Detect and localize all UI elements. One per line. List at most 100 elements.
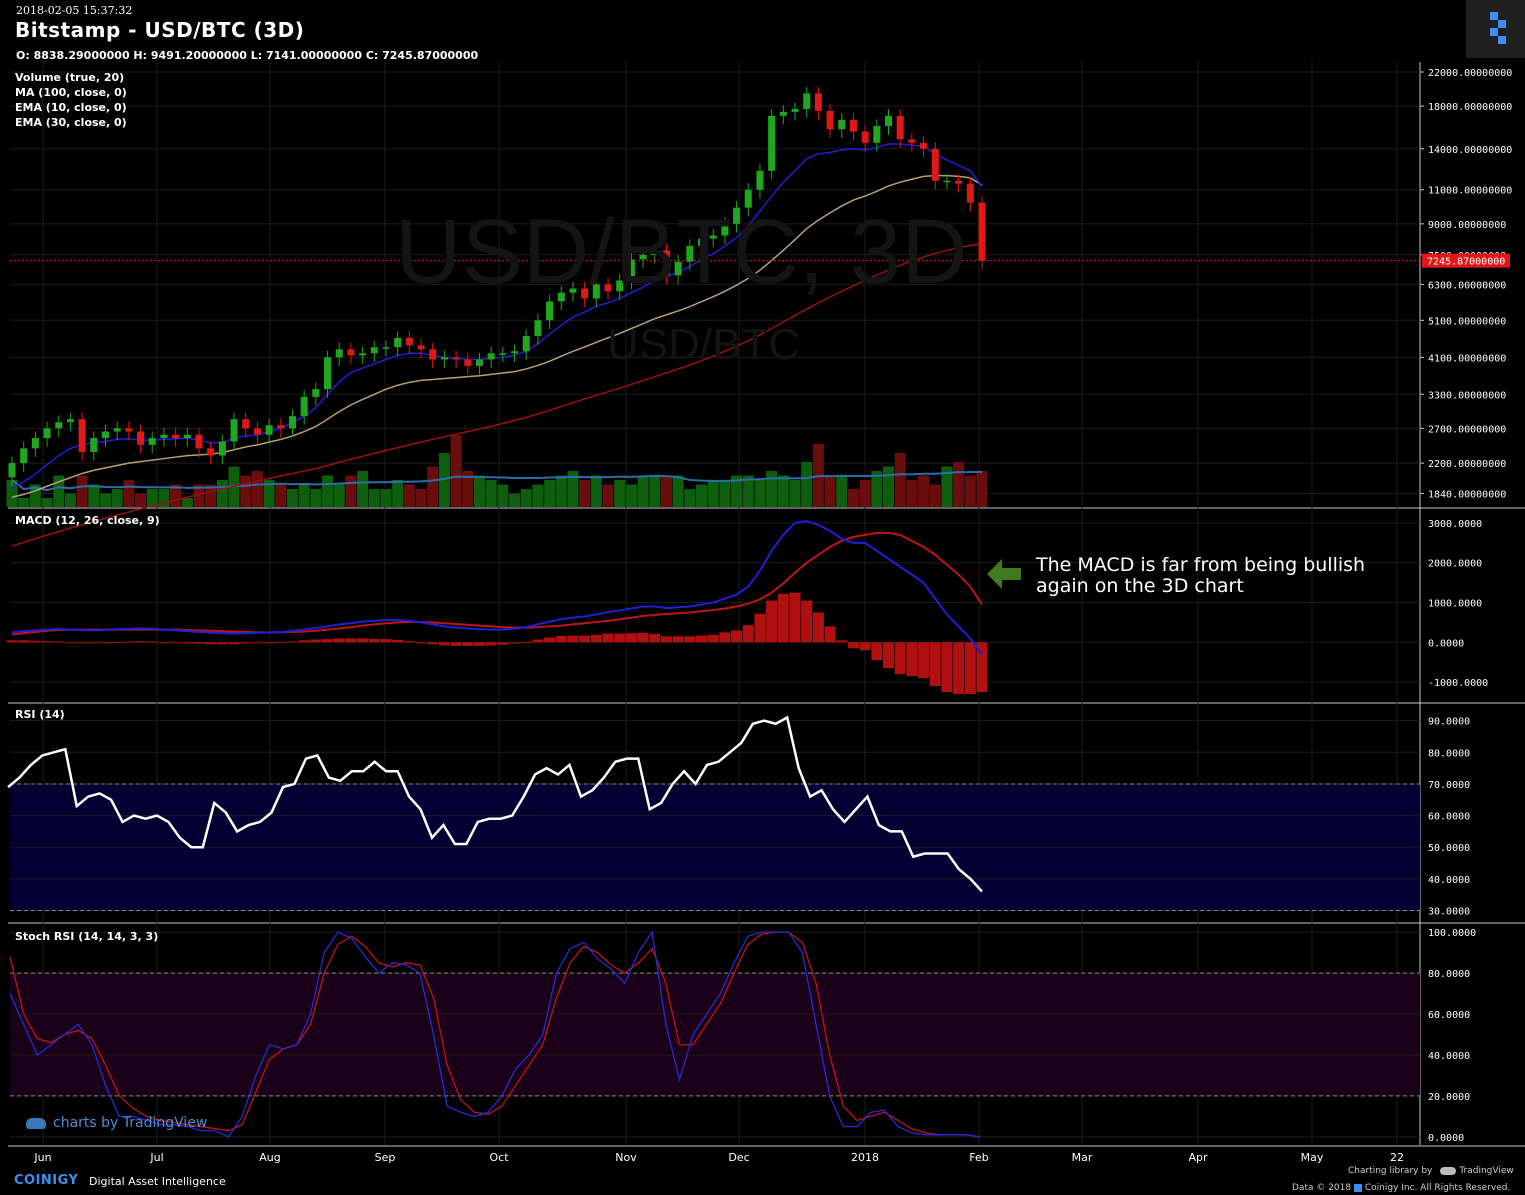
candle-body xyxy=(78,419,86,452)
macd-histogram-bar xyxy=(286,641,298,643)
macd-histogram-bar xyxy=(812,612,824,643)
candle-body xyxy=(324,357,332,390)
candle-body xyxy=(814,93,822,111)
macd-histogram-bar xyxy=(18,640,30,643)
coinigy-tagline: Digital Asset Intelligence xyxy=(89,1175,226,1188)
cloud-icon xyxy=(26,1117,46,1129)
candle-body xyxy=(113,428,121,432)
volume-bar xyxy=(649,475,661,507)
volume-bar xyxy=(333,484,345,507)
rsi-line xyxy=(7,715,983,893)
macd-histogram-bar xyxy=(731,630,743,643)
volume-bar xyxy=(322,475,334,507)
candle-body xyxy=(335,349,343,358)
macd-histogram-bar xyxy=(637,632,649,643)
candle-body xyxy=(534,320,542,337)
macd-histogram-bar xyxy=(754,613,766,643)
candle-body xyxy=(955,180,963,184)
macd-histogram-bar xyxy=(707,634,719,643)
macd-histogram-bar xyxy=(532,639,544,643)
volume-bar xyxy=(170,484,182,507)
candle-body xyxy=(101,431,109,439)
x-tick-label: Jul xyxy=(149,1151,163,1164)
macd-histogram-bar xyxy=(392,639,404,643)
y-tick-label: 1840.00000000 xyxy=(1428,489,1506,500)
macd-histogram-bar xyxy=(322,639,334,643)
candle-body xyxy=(499,353,507,355)
x-tick-label: Feb xyxy=(969,1151,988,1164)
candle-body xyxy=(160,434,168,439)
y-tick-label: 4100.00000000 xyxy=(1428,353,1506,364)
volume-bar xyxy=(29,484,41,507)
volume-bar xyxy=(918,475,930,507)
volume-bar xyxy=(976,471,988,507)
macd-histogram-bar xyxy=(275,641,287,643)
macd-histogram-bar xyxy=(520,641,532,643)
x-tick-label: Mar xyxy=(1072,1151,1093,1164)
candle-body xyxy=(861,131,869,143)
volume-bar xyxy=(801,462,813,507)
candle-body xyxy=(487,353,495,360)
candle-body xyxy=(604,284,612,292)
candle-body xyxy=(943,180,951,183)
volume-bar xyxy=(509,493,521,507)
macd-tick-label: 2000.0000 xyxy=(1428,559,1482,570)
volume-bar xyxy=(275,484,287,507)
candle-body xyxy=(90,438,98,452)
macd-histogram-bar xyxy=(29,640,41,643)
candle-body xyxy=(885,115,893,127)
candle-body xyxy=(651,250,659,255)
candle-body xyxy=(511,351,519,354)
candle-body xyxy=(768,115,776,171)
candle-body xyxy=(382,347,390,349)
macd-histogram-bar xyxy=(964,642,976,695)
volume-bar xyxy=(871,471,883,507)
volume-bar xyxy=(625,484,637,507)
candle-body xyxy=(55,422,63,429)
volume-bar xyxy=(660,475,672,507)
volume-bar xyxy=(789,480,801,507)
candle-body xyxy=(43,428,51,439)
macd-histogram-bar xyxy=(205,642,217,645)
candle-body xyxy=(195,434,203,449)
charting-library-credit: Charting library by TradingView xyxy=(1348,1166,1514,1176)
macd-histogram-bar xyxy=(719,632,731,643)
volume-bar xyxy=(205,484,217,507)
stoch-tick-label: 60.0000 xyxy=(1428,1010,1470,1021)
macd-histogram-bar xyxy=(497,642,509,645)
x-tick-label: May xyxy=(1301,1151,1324,1164)
macd-histogram-bar xyxy=(473,642,485,646)
indicator-ema10-label: EMA (10, close, 0) xyxy=(15,101,127,114)
macd-histogram-bar xyxy=(789,592,801,643)
coinigy-small-icon xyxy=(1354,1183,1362,1192)
macd-histogram-bar xyxy=(777,593,789,643)
macd-histogram-bar xyxy=(871,642,883,661)
volume-bar xyxy=(286,489,298,507)
candle-body xyxy=(920,142,928,149)
macd-histogram-bar xyxy=(941,642,953,693)
rsi-tick-label: 90.0000 xyxy=(1428,717,1470,728)
candle-body xyxy=(569,288,577,293)
volume-bar xyxy=(88,484,100,507)
volume-bar xyxy=(964,475,976,507)
indicator-stoch-label: Stoch RSI (14, 14, 3, 3) xyxy=(15,930,159,943)
volume-bar xyxy=(403,484,415,507)
x-tick-label: Apr xyxy=(1188,1151,1208,1164)
candle-body xyxy=(581,288,589,299)
ema10-line xyxy=(11,143,983,489)
macd-histogram-bar xyxy=(64,642,76,644)
macd-histogram-bar xyxy=(859,642,871,651)
annotation-text: The MACD is far from being bullish again… xyxy=(1036,554,1366,597)
coinigy-logo[interactable] xyxy=(1466,0,1525,58)
candle-body xyxy=(966,183,974,203)
candle-body xyxy=(721,223,729,236)
volume-bar xyxy=(485,480,497,507)
candle-body xyxy=(803,93,811,109)
candle-body xyxy=(218,441,226,456)
ma100-line xyxy=(11,242,983,547)
y-tick-label: 5100.00000000 xyxy=(1428,316,1506,327)
tradingview-attribution[interactable]: charts by TradingView xyxy=(26,1115,207,1131)
candle-body xyxy=(639,254,647,260)
coinigy-brand: COINIGY xyxy=(14,1173,79,1188)
